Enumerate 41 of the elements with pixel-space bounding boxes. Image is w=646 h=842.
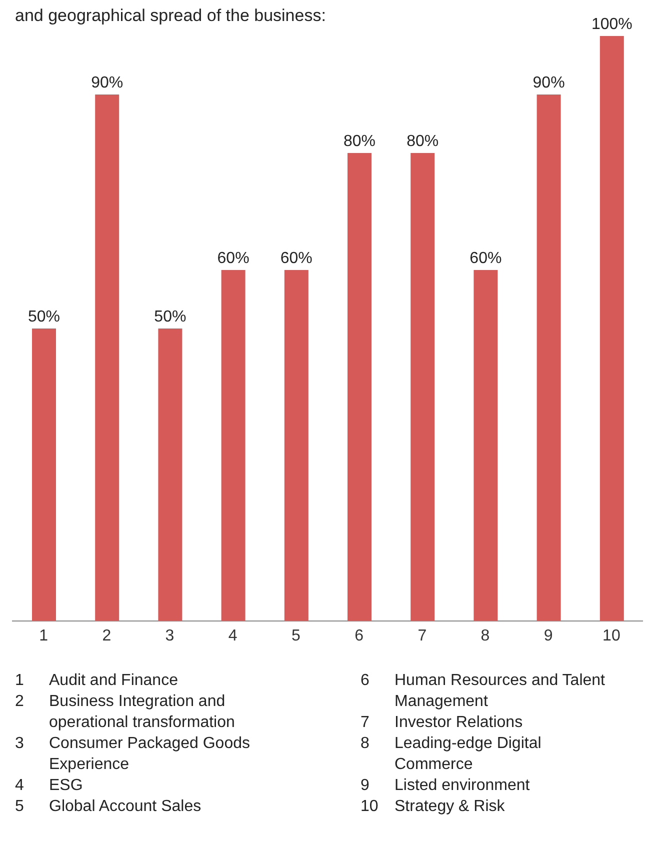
data-label: 60% — [470, 250, 502, 267]
chart-title: and geographical spread of the business: — [15, 6, 326, 26]
x-tick-label: 8 — [480, 627, 490, 644]
data-label: 100% — [591, 16, 632, 33]
data-label: 50% — [154, 308, 186, 326]
text: Global Account Sales — [49, 798, 202, 815]
category-label: 8 — [360, 735, 370, 752]
category-label: 5 — [15, 798, 24, 815]
text: Business Integration and operational transformation — [49, 693, 235, 731]
x-tick-label: 3 — [165, 627, 174, 644]
category-label: 1 — [15, 672, 24, 689]
text: Investor Relations — [394, 714, 523, 731]
data-label: 50% — [28, 308, 60, 326]
x-tick-label: 1 — [39, 627, 48, 644]
text: Audit and Finance — [49, 672, 178, 689]
x-tick-label: 7 — [418, 627, 427, 644]
text: Strategy & Risk — [394, 798, 505, 815]
text: Consumer Packaged Goods Experience — [49, 735, 250, 773]
category-label: 10 — [360, 798, 378, 815]
category-label: 2 — [15, 693, 24, 710]
data-label: 80% — [343, 133, 376, 150]
text: Leading-edge Digital Commerce — [394, 735, 542, 773]
category-label: 3 — [15, 735, 24, 752]
x-tick-label: 2 — [102, 627, 112, 644]
category-label: 9 — [360, 777, 370, 794]
text: Human Resources and Talent Management — [394, 672, 605, 710]
data-label: 60% — [217, 250, 250, 267]
x-tick-label: 5 — [291, 627, 300, 644]
data-label: 60% — [280, 250, 312, 267]
data-label: 80% — [406, 133, 439, 150]
category-label: 6 — [360, 672, 370, 689]
x-tick-label: 9 — [544, 627, 553, 644]
x-tick-label: 4 — [228, 627, 238, 644]
x-tick-label: 10 — [602, 627, 620, 644]
data-label: 90% — [91, 74, 124, 92]
text: Listed environment — [394, 777, 530, 794]
text: ESG — [49, 777, 83, 794]
x-tick-label: 6 — [354, 627, 364, 644]
category-label: 4 — [15, 777, 24, 794]
data-label: 90% — [532, 74, 565, 92]
category-label: 7 — [360, 714, 370, 731]
